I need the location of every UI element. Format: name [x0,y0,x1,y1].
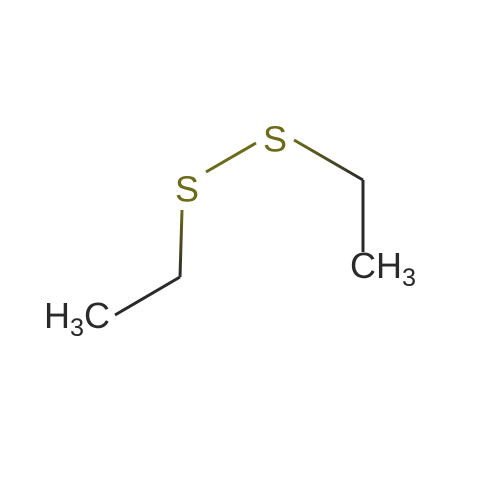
molecule-diagram: S S H3C CH3 [0,0,500,500]
atom-s1: S [175,169,199,210]
bond-s1-c1 [180,210,182,277]
atom-ch3-right: CH3 [350,245,416,292]
sub-3: 3 [70,314,84,342]
c-label: C [84,295,110,336]
atom-s2: S [263,119,287,160]
bond-c1-ch3left [115,277,180,315]
sub-3: 3 [402,264,416,292]
h-label: H [376,245,402,286]
c-label: C [350,245,376,286]
bond-s2-c2 [294,140,363,180]
atom-ch3-left: H3C [44,295,110,342]
h-label: H [44,295,70,336]
bond-s1-s2 [206,143,256,172]
